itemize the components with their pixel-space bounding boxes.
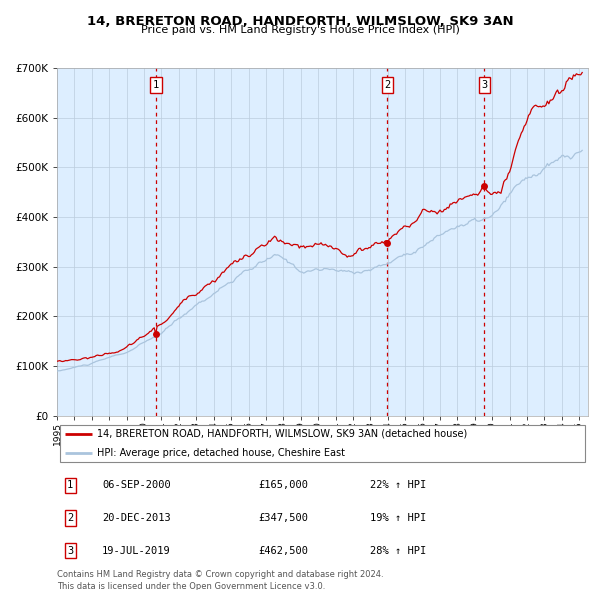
Text: 28% ↑ HPI: 28% ↑ HPI	[370, 546, 427, 556]
Text: 20-DEC-2013: 20-DEC-2013	[102, 513, 171, 523]
Text: 19% ↑ HPI: 19% ↑ HPI	[370, 513, 427, 523]
Text: £347,500: £347,500	[259, 513, 309, 523]
Text: 3: 3	[481, 80, 487, 90]
Text: 1: 1	[153, 80, 159, 90]
Text: Price paid vs. HM Land Registry's House Price Index (HPI): Price paid vs. HM Land Registry's House …	[140, 25, 460, 35]
FancyBboxPatch shape	[59, 425, 586, 461]
Text: £462,500: £462,500	[259, 546, 309, 556]
Text: 2: 2	[384, 80, 391, 90]
Text: £165,000: £165,000	[259, 480, 309, 490]
Text: This data is licensed under the Open Government Licence v3.0.: This data is licensed under the Open Gov…	[57, 582, 325, 590]
Text: Contains HM Land Registry data © Crown copyright and database right 2024.: Contains HM Land Registry data © Crown c…	[57, 570, 383, 579]
Text: HPI: Average price, detached house, Cheshire East: HPI: Average price, detached house, Ches…	[97, 448, 345, 458]
Text: 14, BRERETON ROAD, HANDFORTH, WILMSLOW, SK9 3AN: 14, BRERETON ROAD, HANDFORTH, WILMSLOW, …	[86, 15, 514, 28]
Text: 2: 2	[67, 513, 73, 523]
Text: 1: 1	[67, 480, 73, 490]
Text: 14, BRERETON ROAD, HANDFORTH, WILMSLOW, SK9 3AN (detached house): 14, BRERETON ROAD, HANDFORTH, WILMSLOW, …	[97, 429, 467, 439]
Text: 06-SEP-2000: 06-SEP-2000	[102, 480, 171, 490]
Text: 3: 3	[67, 546, 73, 556]
Text: 19-JUL-2019: 19-JUL-2019	[102, 546, 171, 556]
Text: 22% ↑ HPI: 22% ↑ HPI	[370, 480, 427, 490]
